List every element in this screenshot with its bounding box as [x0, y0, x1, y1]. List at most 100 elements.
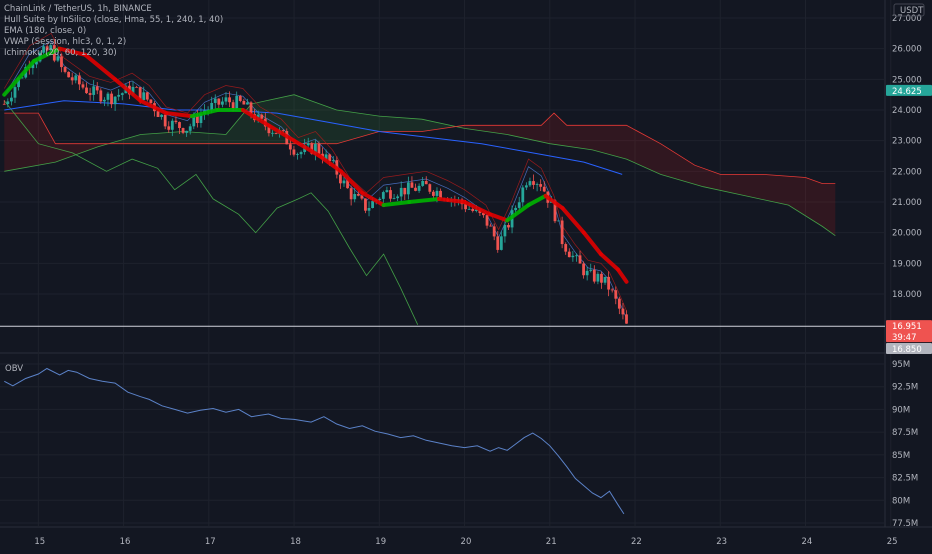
legend-ichimoku[interactable]: Ichimoku (20, 60, 120, 30): [4, 47, 117, 58]
candle-body[interactable]: [274, 132, 278, 134]
candle-body[interactable]: [210, 102, 214, 110]
candle-body[interactable]: [296, 154, 299, 155]
candle-body[interactable]: [600, 273, 603, 283]
obv-pane-title[interactable]: OBV: [5, 364, 24, 374]
candle-body[interactable]: [389, 190, 392, 199]
candle-body[interactable]: [92, 86, 96, 95]
candle-body[interactable]: [288, 144, 292, 150]
candle-body[interactable]: [221, 101, 224, 105]
candle-body[interactable]: [535, 184, 539, 185]
candle-body[interactable]: [403, 187, 407, 195]
candle-body[interactable]: [249, 102, 253, 115]
candle-body[interactable]: [45, 46, 49, 51]
candle-body[interactable]: [70, 77, 74, 81]
candle-body[interactable]: [467, 208, 471, 210]
candle-body[interactable]: [571, 255, 575, 258]
candle-body[interactable]: [589, 269, 593, 271]
candle-body[interactable]: [328, 154, 332, 162]
candle-body[interactable]: [331, 160, 335, 162]
candle-body[interactable]: [292, 149, 296, 155]
candle-body[interactable]: [138, 87, 142, 101]
legend-symbol[interactable]: ChainLink / TetherUS, 1h, BINANCE: [4, 4, 152, 14]
candles[interactable]: [2, 38, 628, 324]
candle-body[interactable]: [360, 195, 364, 199]
candle-body[interactable]: [381, 192, 385, 199]
candle-body[interactable]: [392, 198, 396, 199]
candle-body[interactable]: [67, 71, 71, 78]
candle-body[interactable]: [149, 99, 153, 104]
candle-body[interactable]: [260, 114, 264, 119]
candle-body[interactable]: [120, 93, 124, 95]
candle-body[interactable]: [399, 187, 403, 197]
candle-body[interactable]: [117, 94, 121, 97]
candle-body[interactable]: [99, 90, 103, 102]
candle-body[interactable]: [489, 225, 493, 227]
candle-body[interactable]: [313, 143, 317, 154]
candle-body[interactable]: [160, 114, 164, 117]
candle-body[interactable]: [607, 276, 611, 290]
candle-body[interactable]: [324, 154, 328, 160]
candle-body[interactable]: [163, 114, 167, 127]
candle-body[interactable]: [474, 209, 478, 212]
candle-body[interactable]: [625, 314, 628, 324]
candle-body[interactable]: [49, 45, 53, 51]
candle-body[interactable]: [131, 86, 135, 95]
candle-body[interactable]: [113, 96, 117, 105]
candle-body[interactable]: [575, 255, 578, 257]
candle-body[interactable]: [532, 181, 535, 185]
candle-body[interactable]: [435, 190, 439, 196]
candle-body[interactable]: [102, 99, 106, 102]
candle-body[interactable]: [542, 186, 546, 192]
candle-body[interactable]: [410, 182, 414, 188]
candle-body[interactable]: [367, 208, 371, 211]
candle-body[interactable]: [174, 120, 178, 123]
candle-body[interactable]: [77, 75, 81, 85]
candle-body[interactable]: [564, 244, 568, 252]
candle-body[interactable]: [517, 202, 521, 208]
candle-body[interactable]: [439, 190, 442, 199]
candle-body[interactable]: [339, 174, 342, 184]
candle-body[interactable]: [42, 46, 45, 53]
candle-body[interactable]: [417, 185, 421, 191]
legend-vwap[interactable]: VWAP (Session, hlc3, 0, 1, 2): [4, 36, 127, 47]
candle-body[interactable]: [2, 103, 6, 105]
candle-body[interactable]: [553, 200, 557, 222]
candle-body[interactable]: [485, 215, 489, 226]
candle-body[interactable]: [349, 188, 353, 200]
candle-body[interactable]: [217, 98, 221, 105]
candle-body[interactable]: [142, 92, 146, 101]
candle-body[interactable]: [528, 181, 532, 186]
candle-body[interactable]: [74, 75, 78, 81]
candle-body[interactable]: [267, 126, 271, 134]
candle-body[interactable]: [364, 198, 367, 211]
candle-body[interactable]: [231, 102, 235, 109]
candle-body[interactable]: [195, 116, 199, 124]
candle-body[interactable]: [88, 93, 92, 95]
candle-body[interactable]: [178, 122, 181, 129]
candle-body[interactable]: [31, 64, 35, 69]
candle-body[interactable]: [167, 126, 171, 130]
candle-body[interactable]: [60, 56, 63, 68]
candle-body[interactable]: [582, 263, 585, 276]
candle-body[interactable]: [557, 220, 560, 222]
candle-body[interactable]: [353, 194, 357, 200]
candle-body[interactable]: [621, 308, 625, 315]
candle-body[interactable]: [156, 111, 160, 117]
candle-body[interactable]: [464, 204, 467, 210]
candle-body[interactable]: [617, 298, 621, 309]
candle-body[interactable]: [17, 77, 20, 88]
candle-body[interactable]: [482, 212, 485, 216]
candle-body[interactable]: [10, 97, 13, 102]
candle-body[interactable]: [596, 273, 600, 282]
candle-body[interactable]: [56, 56, 60, 61]
candle-body[interactable]: [567, 251, 571, 258]
candle-body[interactable]: [310, 143, 314, 154]
candle-body[interactable]: [242, 100, 246, 105]
candle-body[interactable]: [235, 95, 239, 109]
candle-body[interactable]: [20, 77, 24, 79]
candle-body[interactable]: [106, 93, 110, 100]
candle-body[interactable]: [378, 198, 382, 200]
candle-body[interactable]: [592, 269, 596, 282]
